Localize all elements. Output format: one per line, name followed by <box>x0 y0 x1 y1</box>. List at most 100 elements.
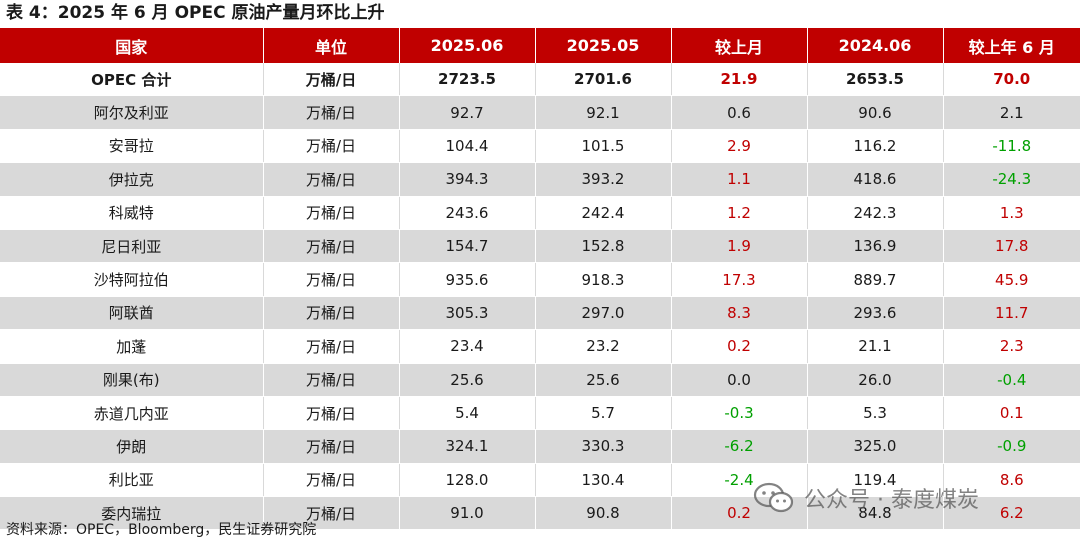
cell-unit: 万桶/日 <box>263 129 400 164</box>
cell-2025-05: 2701.6 <box>535 63 672 97</box>
cell-2025-06: 92.7 <box>399 95 536 130</box>
cell-yoy: 2.3 <box>943 329 1080 364</box>
cell-2024-06: 5.3 <box>807 396 944 431</box>
cell-unit: 万桶/日 <box>263 496 400 531</box>
cell-country: 安哥拉 <box>0 129 264 164</box>
cell-country: 阿尔及利亚 <box>0 95 264 130</box>
cell-2025-06: 25.6 <box>399 363 536 397</box>
cell-country: 尼日利亚 <box>0 229 264 264</box>
table-row: 尼日利亚 万桶/日 154.7 152.8 1.9 136.9 17.8 <box>0 229 1080 264</box>
cell-yoy: 6.2 <box>943 496 1080 531</box>
table-title: 表 4：2025 年 6 月 OPEC 原油产量月环比上升 <box>6 3 385 23</box>
cell-mom: 0.6 <box>671 95 808 130</box>
cell-2025-06: 91.0 <box>399 496 536 531</box>
cell-2024-06: 136.9 <box>807 229 944 264</box>
cell-mom: 8.3 <box>671 296 808 331</box>
cell-2024-06: 119.4 <box>807 463 944 498</box>
cell-2025-05: 101.5 <box>535 129 672 164</box>
cell-unit: 万桶/日 <box>263 429 400 464</box>
cell-mom: 2.9 <box>671 129 808 164</box>
cell-2024-06: 26.0 <box>807 363 944 397</box>
cell-mom: 0.2 <box>671 329 808 364</box>
table-header-row: 国家 单位 2025.06 2025.05 较上月 2024.06 较上年 6 … <box>0 28 1080 63</box>
cell-mom: 1.1 <box>671 162 808 197</box>
cell-2025-05: 5.7 <box>535 396 672 431</box>
table-row: 伊朗 万桶/日 324.1 330.3 -6.2 325.0 -0.9 <box>0 429 1080 464</box>
cell-yoy: 45.9 <box>943 262 1080 297</box>
cell-unit: 万桶/日 <box>263 296 400 331</box>
cell-2024-06: 21.1 <box>807 329 944 364</box>
cell-unit: 万桶/日 <box>263 196 400 230</box>
cell-2025-05: 242.4 <box>535 196 672 230</box>
cell-mom: 21.9 <box>671 63 808 97</box>
cell-yoy: 0.1 <box>943 396 1080 431</box>
cell-country: OPEC 合计 <box>0 63 264 97</box>
cell-2024-06: 293.6 <box>807 296 944 331</box>
cell-2025-06: 23.4 <box>399 329 536 364</box>
cell-mom: 0.0 <box>671 363 808 397</box>
table-row: 阿联酋 万桶/日 305.3 297.0 8.3 293.6 11.7 <box>0 296 1080 331</box>
cell-mom: -0.3 <box>671 396 808 431</box>
cell-2024-06: 116.2 <box>807 129 944 164</box>
cell-2025-06: 935.6 <box>399 262 536 297</box>
cell-2025-06: 305.3 <box>399 296 536 331</box>
cell-yoy: -0.4 <box>943 363 1080 397</box>
cell-country: 加蓬 <box>0 329 264 364</box>
cell-2025-05: 393.2 <box>535 162 672 197</box>
column-header-yoy: 较上年 6 月 <box>943 28 1080 63</box>
cell-country: 沙特阿拉伯 <box>0 262 264 297</box>
cell-2025-06: 154.7 <box>399 229 536 264</box>
table-row: 科威特 万桶/日 243.6 242.4 1.2 242.3 1.3 <box>0 196 1080 230</box>
cell-yoy: 17.8 <box>943 229 1080 264</box>
table-row: 伊拉克 万桶/日 394.3 393.2 1.1 418.6 -24.3 <box>0 162 1080 197</box>
cell-country: 伊朗 <box>0 429 264 464</box>
cell-yoy: 8.6 <box>943 463 1080 498</box>
table-row: 委内瑞拉 万桶/日 91.0 90.8 0.2 84.8 6.2 <box>0 496 1080 531</box>
table-row: 利比亚 万桶/日 128.0 130.4 -2.4 119.4 8.6 <box>0 463 1080 498</box>
table-row: 安哥拉 万桶/日 104.4 101.5 2.9 116.2 -11.8 <box>0 129 1080 164</box>
cell-unit: 万桶/日 <box>263 262 400 297</box>
table-row: 赤道几内亚 万桶/日 5.4 5.7 -0.3 5.3 0.1 <box>0 396 1080 431</box>
column-header-unit: 单位 <box>263 28 400 63</box>
cell-2025-05: 90.8 <box>535 496 672 531</box>
opec-production-table: 国家 单位 2025.06 2025.05 较上月 2024.06 较上年 6 … <box>0 28 1080 531</box>
cell-country: 刚果(布) <box>0 363 264 397</box>
cell-2024-06: 90.6 <box>807 95 944 130</box>
cell-2025-05: 297.0 <box>535 296 672 331</box>
watermark-text: 公众号 · 泰度煤炭 <box>804 488 979 513</box>
column-header-2024-06: 2024.06 <box>807 28 944 63</box>
source-note: 资料来源：OPEC，Bloomberg，民生证券研究院 <box>6 522 317 538</box>
data-table-container: 国家 单位 2025.06 2025.05 较上月 2024.06 较上年 6 … <box>0 28 1080 531</box>
cell-2024-06: 325.0 <box>807 429 944 464</box>
cell-unit: 万桶/日 <box>263 363 400 397</box>
cell-mom: 1.9 <box>671 229 808 264</box>
column-header-mom: 较上月 <box>671 28 808 63</box>
cell-mom: -2.4 <box>671 463 808 498</box>
table-total-row: OPEC 合计 万桶/日 2723.5 2701.6 21.9 2653.5 70.0 <box>0 63 1080 97</box>
cell-yoy: -0.9 <box>943 429 1080 464</box>
cell-unit: 万桶/日 <box>263 162 400 197</box>
cell-country: 委内瑞拉 <box>0 496 264 531</box>
cell-country: 赤道几内亚 <box>0 396 264 431</box>
table-row: 阿尔及利亚 万桶/日 92.7 92.1 0.6 90.6 2.1 <box>0 95 1080 130</box>
cell-2025-05: 130.4 <box>535 463 672 498</box>
cell-unit: 万桶/日 <box>263 396 400 431</box>
cell-mom: 17.3 <box>671 262 808 297</box>
watermark: 公众号 · 泰度煤炭 <box>752 480 979 516</box>
cell-unit: 万桶/日 <box>263 329 400 364</box>
cell-country: 阿联酋 <box>0 296 264 331</box>
cell-2025-05: 918.3 <box>535 262 672 297</box>
cell-unit: 万桶/日 <box>263 229 400 264</box>
cell-2025-06: 324.1 <box>399 429 536 464</box>
wechat-icon <box>753 482 794 513</box>
cell-yoy: 70.0 <box>943 63 1080 97</box>
cell-unit: 万桶/日 <box>263 95 400 130</box>
cell-2024-06: 418.6 <box>807 162 944 197</box>
table-row: 加蓬 万桶/日 23.4 23.2 0.2 21.1 2.3 <box>0 329 1080 364</box>
cell-2024-06: 2653.5 <box>807 63 944 97</box>
cell-yoy: -11.8 <box>943 129 1080 164</box>
cell-unit: 万桶/日 <box>263 463 400 498</box>
cell-country: 利比亚 <box>0 463 264 498</box>
column-header-2025-05: 2025.05 <box>535 28 672 63</box>
cell-mom: -6.2 <box>671 429 808 464</box>
